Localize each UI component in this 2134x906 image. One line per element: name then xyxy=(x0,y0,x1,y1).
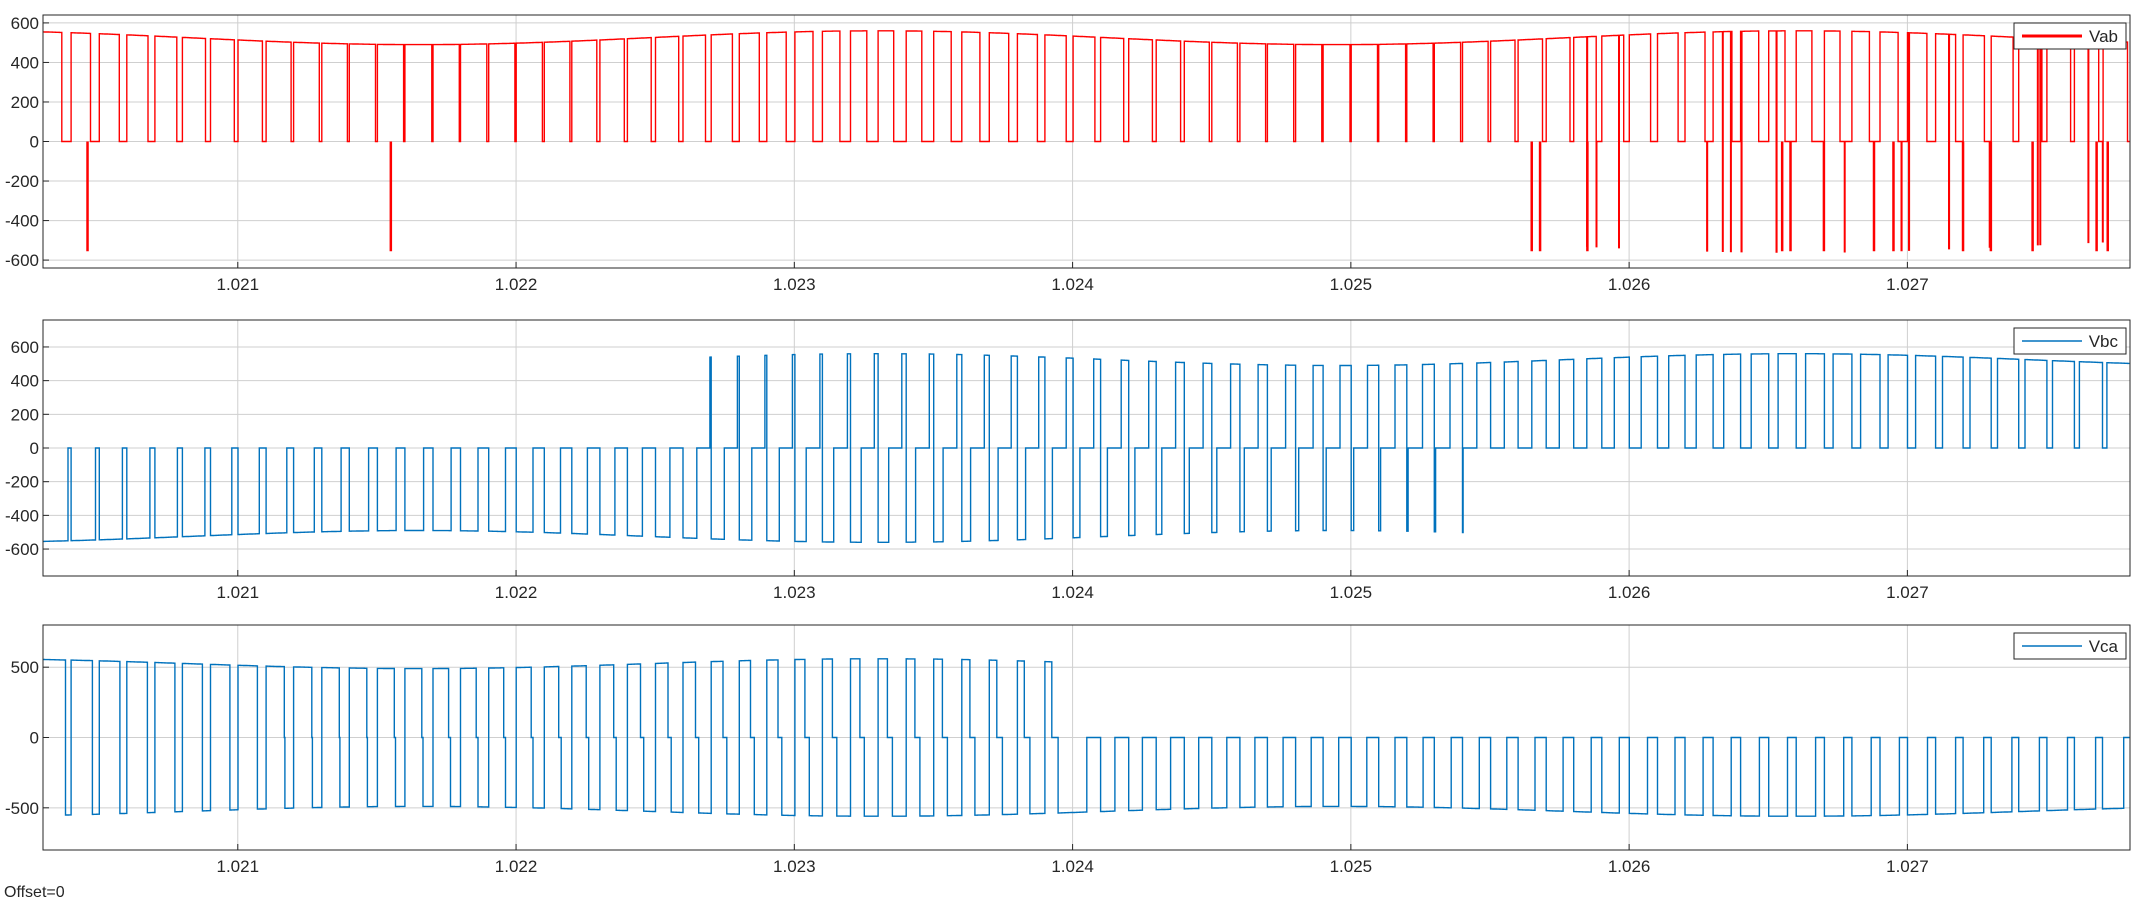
x-tick-label: 1.027 xyxy=(1886,275,1929,294)
y-tick-label: 200 xyxy=(11,405,39,424)
legend-label: Vab xyxy=(2089,27,2118,46)
y-tick-label: -200 xyxy=(5,172,39,191)
x-tick-label: 1.021 xyxy=(217,583,260,602)
x-tick-label: 1.022 xyxy=(495,275,538,294)
x-tick-label: 1.023 xyxy=(773,275,816,294)
series-line-vca xyxy=(43,658,2130,817)
x-tick-label: 1.026 xyxy=(1608,583,1651,602)
x-tick-label: 1.022 xyxy=(495,583,538,602)
chart-panel-vbc: 1.021 1.022 1.023 1.024 1.025 1.026 1.027 -600 -… xyxy=(5,319,2131,602)
x-tick-label: 1.027 xyxy=(1886,857,1929,876)
x-tick-label: 1.021 xyxy=(217,275,260,294)
y-tick-label: 0 xyxy=(30,729,39,748)
y-tick-label: 500 xyxy=(11,658,39,677)
x-tick-label: 1.024 xyxy=(1051,583,1094,602)
y-tick-label: 600 xyxy=(11,338,39,357)
x-tick-label: 1.022 xyxy=(495,857,538,876)
x-tick-label: 1.024 xyxy=(1051,275,1094,294)
chart-panel-vca: 1.021 1.022 1.023 1.024 1.025 1.026 1.027 -500 0… xyxy=(5,624,2131,876)
y-tick-label: 0 xyxy=(30,439,39,458)
legend-vab: Vab xyxy=(2013,22,2127,50)
x-tick-label: 1.027 xyxy=(1886,583,1929,602)
x-tick-label: 1.025 xyxy=(1330,583,1373,602)
chart-panel-vab: 1.021 1.022 1.023 1.024 1.025 1.026 1.027 -600 -… xyxy=(5,14,2131,294)
x-tick-label: 1.024 xyxy=(1051,857,1094,876)
legend-vbc: Vbc xyxy=(2013,327,2127,355)
legend-vca: Vca xyxy=(2013,632,2127,660)
y-tick-label: 600 xyxy=(11,14,39,33)
x-tick-label: 1.023 xyxy=(773,857,816,876)
y-tick-label: 400 xyxy=(11,53,39,72)
y-tick-label: 200 xyxy=(11,93,39,112)
series-line-vbc xyxy=(43,353,2130,543)
series-line-vab xyxy=(43,30,2130,253)
x-tick-label: 1.023 xyxy=(773,583,816,602)
y-tick-label: 400 xyxy=(11,372,39,391)
y-tick-label: 0 xyxy=(30,133,39,152)
offset-label: Offset=0 xyxy=(4,884,65,901)
y-tick-label: -600 xyxy=(5,540,39,559)
y-tick-label: -400 xyxy=(5,506,39,525)
x-tick-label: 1.025 xyxy=(1330,275,1373,294)
y-tick-label: -500 xyxy=(5,799,39,818)
x-tick-label: 1.021 xyxy=(217,857,260,876)
y-tick-label: -200 xyxy=(5,473,39,492)
x-tick-label: 1.026 xyxy=(1608,857,1651,876)
y-tick-label: -600 xyxy=(5,251,39,270)
legend-label: Vca xyxy=(2089,637,2119,656)
legend-label: Vbc xyxy=(2089,332,2119,351)
x-tick-label: 1.026 xyxy=(1608,275,1651,294)
x-tick-label: 1.025 xyxy=(1330,857,1373,876)
y-tick-label: -400 xyxy=(5,212,39,231)
